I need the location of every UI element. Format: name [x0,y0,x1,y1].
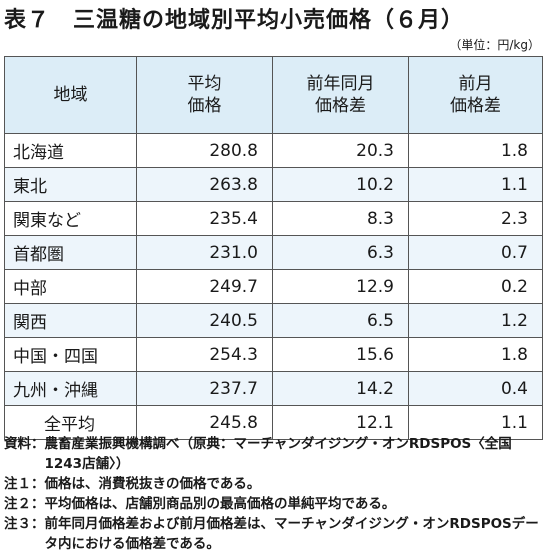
region-cell: 関西 [4,303,137,338]
note-text: 前年同月価格差および前月価格差は、マーチャンダイジング・オンRDSPOSデータ内… [44,516,539,552]
note-text: 価格は、消費税抜きの価格である。 [44,476,261,492]
table-row-total: 全平均 245.8 12.1 1.1 [4,405,543,440]
avg-price-cell: 240.5 [136,303,273,338]
region-cell: 中国・四国 [4,337,137,372]
region-cell: 北海道 [4,133,137,168]
mom-diff-cell: 0.7 [408,235,543,270]
note-label: 注２： [4,496,45,512]
page-title: 表７ 三温糖の地域別平均小売価格（６月） [4,8,465,33]
note-label: 注１： [4,476,45,492]
table-row: 中国・四国 254.3 15.6 1.8 [4,337,543,372]
note-1: 注１： 価格は、消費税抜きの価格である。 [4,474,544,494]
mom-diff-cell: 2.3 [408,201,543,236]
region-cell: 中部 [4,269,137,304]
table-row: 関西 240.5 6.5 1.2 [4,303,543,338]
mom-diff-cell: 1.2 [408,303,543,338]
avg-price-cell: 249.7 [136,269,273,304]
note-text: 農畜産業振興機構調べ（原典：マーチャンダイジング・オンRDSPOS〈全国1243… [44,436,512,472]
note-label: 注３： [4,516,45,532]
mom-diff-cell: 1.8 [408,337,543,372]
avg-price-cell: 231.0 [136,235,273,270]
table-row: 九州・沖縄 237.7 14.2 0.4 [4,371,543,406]
source-note: 資料： 農畜産業振興機構調べ（原典：マーチャンダイジング・オンRDSPOS〈全国… [4,434,544,474]
yoy-diff-cell: 15.6 [272,337,409,372]
table-row: 中部 249.7 12.9 0.2 [4,269,543,304]
region-cell: 全平均 [4,405,137,440]
header-yoy-diff: 前年同月 価格差 [272,56,409,134]
yoy-diff-cell: 12.9 [272,269,409,304]
avg-price-cell: 237.7 [136,371,273,406]
yoy-diff-cell: 12.1 [272,405,409,440]
region-cell: 首都圏 [4,235,137,270]
avg-price-cell: 254.3 [136,337,273,372]
header-region: 地域 [4,56,137,134]
yoy-diff-cell: 10.2 [272,167,409,202]
yoy-diff-cell: 6.5 [272,303,409,338]
header-avg-price: 平均 価格 [136,56,273,134]
notes-section: 資料： 農畜産業振興機構調べ（原典：マーチャンダイジング・オンRDSPOS〈全国… [4,434,544,554]
mom-diff-cell: 1.1 [408,167,543,202]
table-header-row: 地域 平均 価格 前年同月 価格差 前月 価格差 [4,56,543,134]
mom-diff-cell: 0.2 [408,269,543,304]
region-cell: 東北 [4,167,137,202]
table-row: 関東など 235.4 8.3 2.3 [4,201,543,236]
mom-diff-cell: 0.4 [408,371,543,406]
avg-price-cell: 235.4 [136,201,273,236]
mom-diff-cell: 1.8 [408,133,543,168]
table-row: 首都圏 231.0 6.3 0.7 [4,235,543,270]
avg-price-cell: 263.8 [136,167,273,202]
unit-label: （単位：円/kg） [449,38,540,52]
note-3: 注３： 前年同月価格差および前月価格差は、マーチャンダイジング・オンRDSPOS… [4,514,544,554]
table-row: 東北 263.8 10.2 1.1 [4,167,543,202]
yoy-diff-cell: 14.2 [272,371,409,406]
price-table: 地域 平均 価格 前年同月 価格差 前月 価格差 北海道 280.8 20.3 1.8… [4,56,543,440]
yoy-diff-cell: 8.3 [272,201,409,236]
mom-diff-cell: 1.1 [408,405,543,440]
yoy-diff-cell: 6.3 [272,235,409,270]
header-mom-diff: 前月 価格差 [408,56,543,134]
region-cell: 関東など [4,201,137,236]
region-cell: 九州・沖縄 [4,371,137,406]
avg-price-cell: 280.8 [136,133,273,168]
note-label: 資料： [4,436,45,452]
yoy-diff-cell: 20.3 [272,133,409,168]
table-row: 北海道 280.8 20.3 1.8 [4,133,543,168]
note-2: 注２： 平均価格は、店舗別商品別の最高価格の単純平均である。 [4,494,544,514]
note-text: 平均価格は、店舗別商品別の最高価格の単純平均である。 [44,496,396,512]
